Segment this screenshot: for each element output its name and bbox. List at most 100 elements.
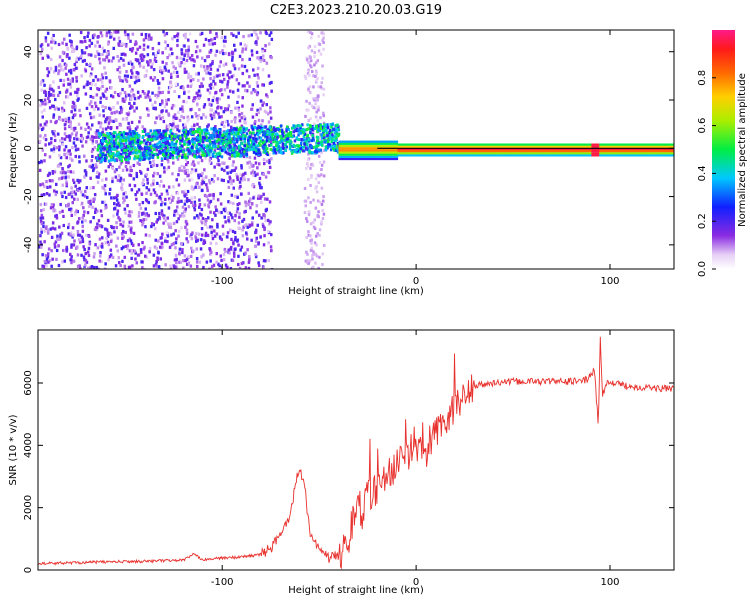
heatmap-cell bbox=[417, 152, 420, 155]
heatmap-cell bbox=[361, 147, 364, 150]
heatmap-cell bbox=[368, 142, 371, 145]
heatmap-cell bbox=[276, 134, 279, 138]
heatmap-cell bbox=[190, 196, 193, 200]
heatmap-cell bbox=[235, 210, 239, 214]
heatmap-cell bbox=[267, 259, 270, 263]
heatmap-cell bbox=[309, 234, 312, 238]
heatmap-cell bbox=[50, 264, 53, 268]
heatmap-cell bbox=[196, 45, 199, 49]
heatmap-cell bbox=[83, 36, 86, 40]
heatmap-cell bbox=[162, 144, 165, 148]
heatmap-cell bbox=[135, 261, 138, 265]
heatmap-cell bbox=[299, 126, 302, 130]
heatmap-cell bbox=[120, 152, 123, 156]
heatmap-cell bbox=[447, 145, 450, 148]
heatmap-cell bbox=[361, 153, 364, 156]
heatmap-cell bbox=[221, 161, 224, 165]
heatmap-cell bbox=[260, 123, 263, 127]
heatmap-cell bbox=[188, 141, 191, 145]
heatmap-cell bbox=[158, 174, 162, 178]
heatmap-cell bbox=[83, 265, 86, 269]
heatmap-cell bbox=[186, 148, 190, 152]
heatmap-cell bbox=[386, 144, 389, 148]
heatmap-cell bbox=[214, 90, 218, 94]
heatmap-cell bbox=[236, 207, 240, 211]
heatmap-cell bbox=[198, 203, 202, 207]
heatmap-cell bbox=[388, 140, 391, 143]
heatmap-cell bbox=[265, 151, 268, 155]
heatmap-cell bbox=[121, 234, 124, 238]
heatmap-cell bbox=[386, 155, 389, 158]
heatmap-cell bbox=[74, 133, 78, 137]
heatmap-cell bbox=[262, 101, 265, 105]
heatmap-cell bbox=[313, 45, 317, 49]
heatmap-cell bbox=[116, 152, 119, 155]
heatmap-cell bbox=[169, 83, 173, 87]
heatmap-cell bbox=[388, 157, 391, 161]
heatmap-cell bbox=[234, 166, 238, 170]
heatmap-cell bbox=[136, 125, 139, 129]
heatmap-cell bbox=[89, 202, 92, 206]
heatmap-cell bbox=[224, 51, 227, 55]
heatmap-cell bbox=[166, 43, 170, 48]
heatmap-cell bbox=[43, 98, 47, 102]
heatmap-cell bbox=[431, 145, 434, 148]
heatmap-cell bbox=[388, 144, 391, 148]
heatmap-cell bbox=[124, 155, 128, 159]
heatmap-cell bbox=[344, 144, 347, 148]
heatmap-cell bbox=[136, 190, 139, 194]
heatmap-cell bbox=[220, 258, 223, 262]
heatmap-cell bbox=[273, 149, 277, 153]
heatmap-cell bbox=[187, 89, 191, 94]
heatmap-cell bbox=[369, 151, 372, 154]
heatmap-cell bbox=[191, 204, 195, 208]
heatmap-cell bbox=[343, 155, 346, 158]
heatmap-cell bbox=[185, 257, 189, 261]
heatmap-cell bbox=[178, 154, 181, 158]
heatmap-cell bbox=[141, 241, 144, 245]
heatmap-cell bbox=[203, 103, 207, 107]
heatmap-cell bbox=[70, 243, 73, 247]
heatmap-cell bbox=[154, 262, 158, 266]
heatmap-cell bbox=[389, 157, 392, 161]
heatmap-cell bbox=[240, 142, 244, 146]
heatmap-cell bbox=[263, 140, 266, 144]
heatmap-cell bbox=[157, 251, 160, 255]
heatmap-cell bbox=[216, 222, 219, 226]
heatmap-cell bbox=[63, 148, 66, 152]
heatmap-cell bbox=[127, 113, 130, 117]
heatmap-cell bbox=[218, 64, 221, 68]
heatmap-cell bbox=[176, 36, 180, 40]
heatmap-cell bbox=[380, 144, 383, 148]
heatmap-cell bbox=[266, 112, 270, 116]
heatmap-cell bbox=[92, 135, 96, 139]
heatmap-cell bbox=[315, 190, 319, 194]
heatmap-cell bbox=[233, 137, 237, 141]
heatmap-cell bbox=[124, 164, 128, 169]
heatmap-cell bbox=[141, 201, 145, 205]
heatmap-cell bbox=[212, 79, 215, 83]
heatmap-cell bbox=[99, 143, 102, 147]
heatmap-cell bbox=[369, 144, 372, 148]
heatmap-cell bbox=[39, 216, 42, 220]
heatmap-cell bbox=[252, 196, 255, 200]
heatmap-cell bbox=[100, 160, 103, 164]
heatmap-cell bbox=[439, 147, 442, 150]
heatmap-cell bbox=[301, 123, 304, 127]
heatmap-cell bbox=[245, 148, 249, 152]
heatmap-cell bbox=[130, 147, 134, 151]
heatmap-cell bbox=[233, 120, 237, 124]
heatmap-cell bbox=[286, 139, 289, 143]
heatmap-cell bbox=[176, 200, 179, 204]
heatmap-cell bbox=[46, 185, 49, 189]
heatmap-cell bbox=[73, 108, 77, 112]
heatmap-cell bbox=[317, 266, 320, 269]
heatmap-cell bbox=[278, 141, 281, 145]
heatmap-cell bbox=[107, 50, 110, 54]
heatmap-cell bbox=[411, 150, 414, 153]
heatmap-cell bbox=[380, 151, 383, 154]
heatmap-cell bbox=[368, 147, 371, 150]
heatmap-cell bbox=[147, 213, 150, 218]
heatmap-cell bbox=[357, 147, 360, 150]
heatmap-cell bbox=[166, 155, 170, 159]
